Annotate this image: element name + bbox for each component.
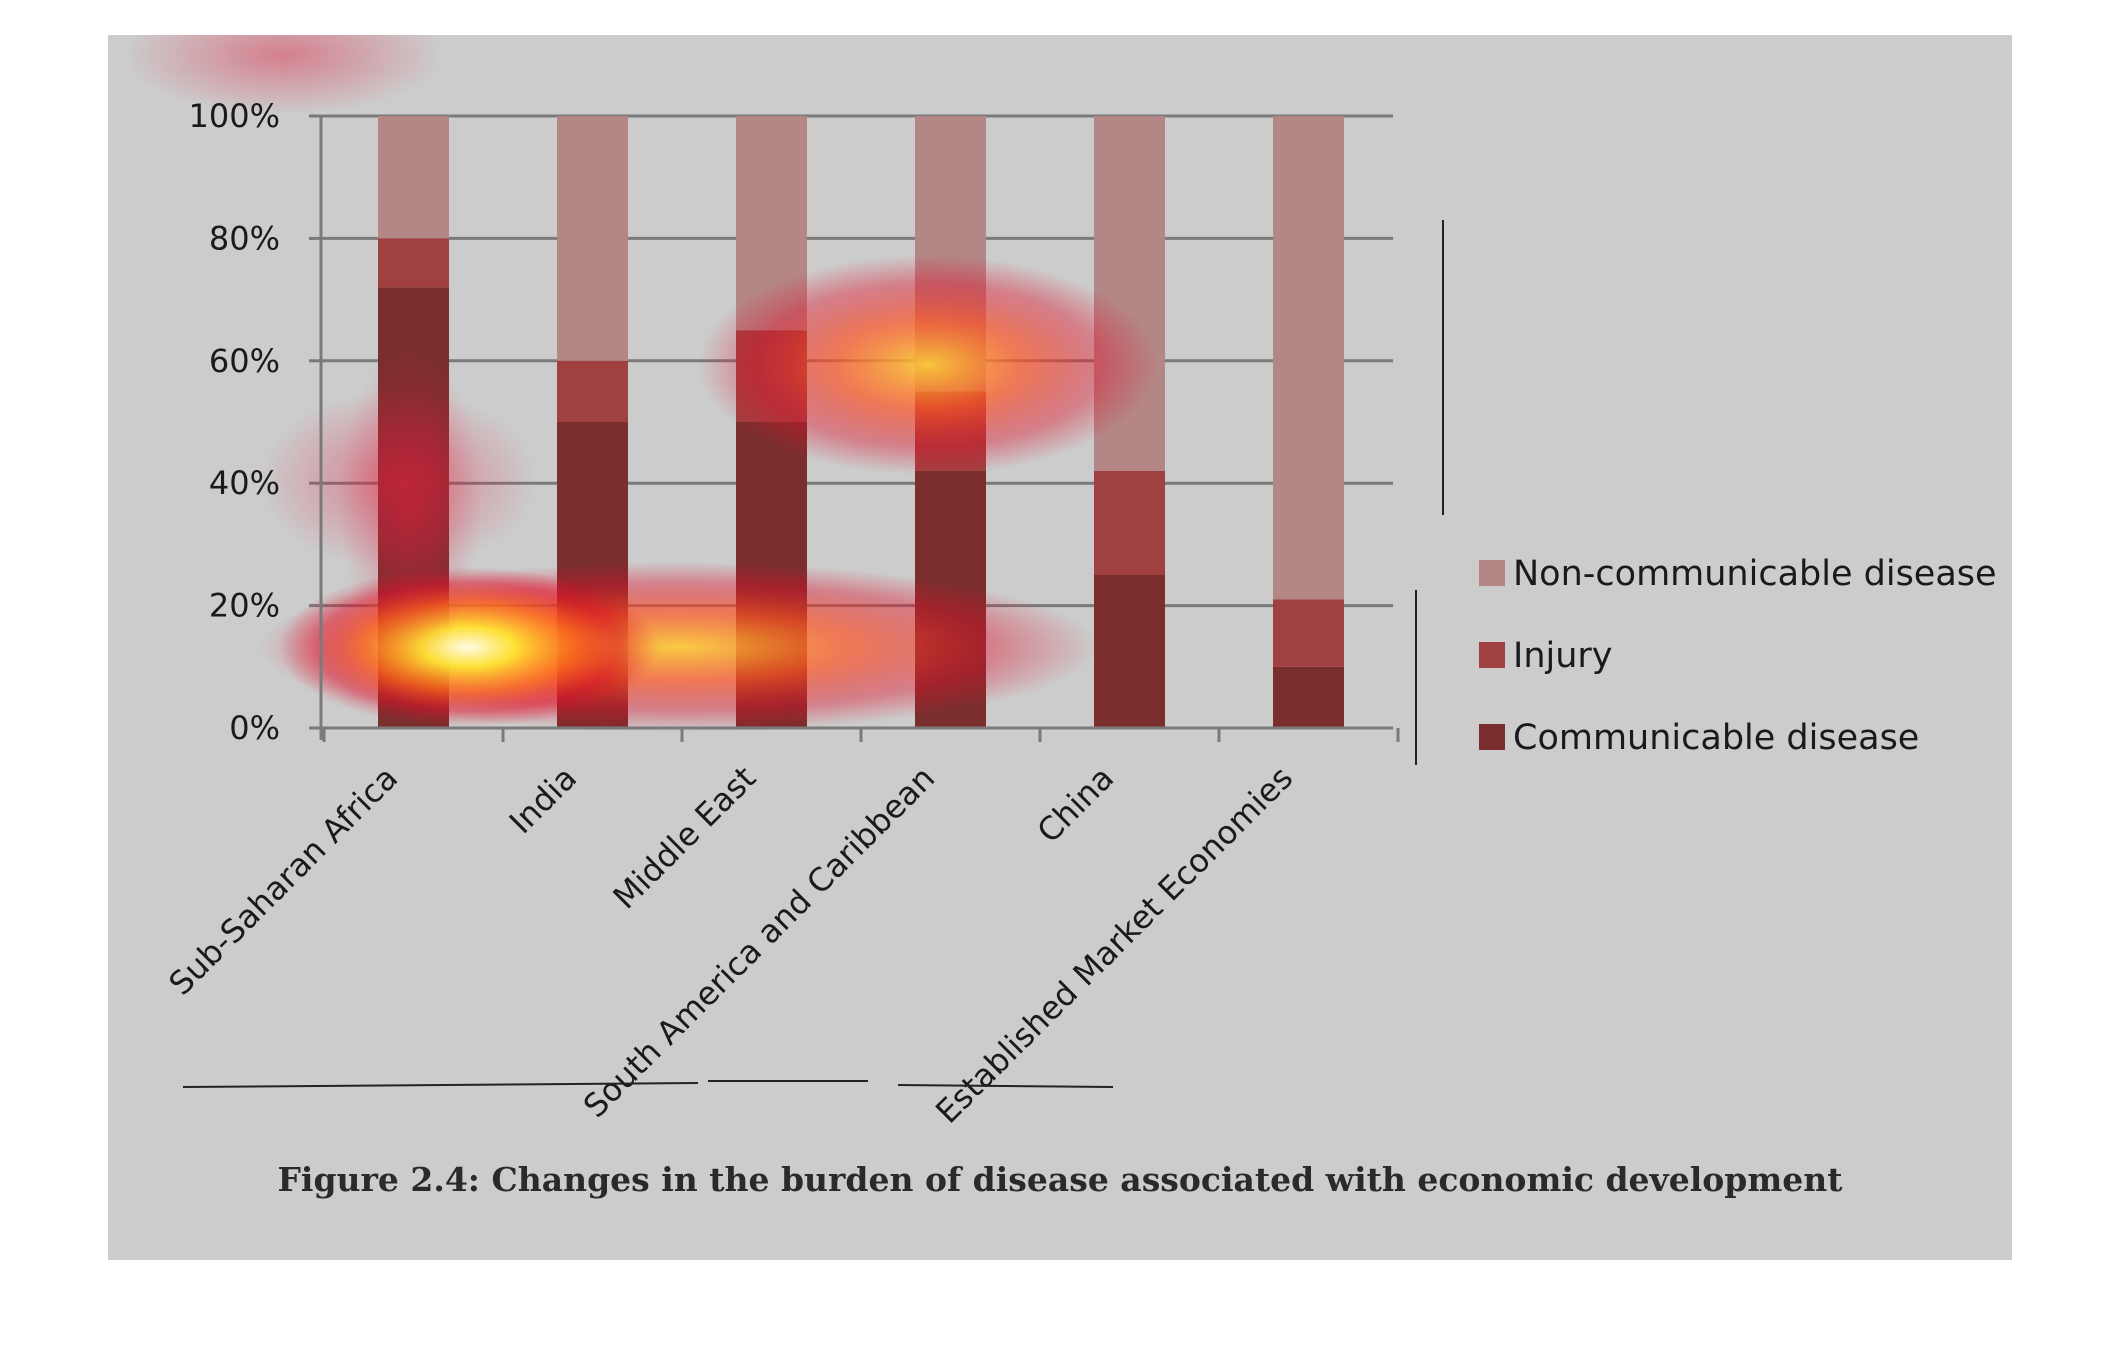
y-tick-label: 60%	[209, 342, 280, 380]
y-axis-tick-labels: 0% 20% 40% 60% 80% 100%	[189, 97, 280, 747]
bar-segment	[378, 116, 449, 239]
figure-panel: 0% 20% 40% 60% 80% 100% Sub-Saharan Africa Ind…	[108, 35, 2012, 1260]
y-tick-label: 40%	[209, 464, 280, 502]
legend-swatch	[1479, 642, 1505, 668]
bar-segment	[1094, 470, 1165, 575]
bar-segment	[1273, 599, 1344, 667]
legend-swatch	[1479, 560, 1505, 586]
bar-segment	[1273, 666, 1344, 728]
stacked-bar-chart: 0% 20% 40% 60% 80% 100% Sub-Saharan Africa Ind…	[123, 35, 1997, 1131]
y-tick-label: 20%	[209, 587, 280, 625]
decorative-strokes	[182, 220, 1444, 1088]
heatmap-overlay	[123, 35, 1158, 732]
figure-caption: Figure 2.4: Changes in the burden of dis…	[277, 1160, 1843, 1199]
legend-label: Non-communicable disease	[1513, 554, 1997, 594]
y-tick-label: 80%	[209, 219, 280, 257]
x-axis-category-labels: Sub-Saharan Africa India Middle EastSouth …	[161, 759, 1300, 1131]
x-category-label: Sub-Saharan Africa	[161, 759, 405, 1003]
y-tick-label: 0%	[229, 709, 280, 747]
heat-spot-top-corner	[123, 35, 443, 115]
x-category-label: China	[1030, 759, 1122, 851]
legend-label: Communicable disease	[1513, 718, 1919, 758]
bar-segment	[1094, 575, 1165, 728]
legend-swatch	[1479, 724, 1505, 750]
y-tick-label: 100%	[189, 97, 280, 135]
x-category-label: Middle East	[606, 759, 764, 917]
x-category-label: Established Market Economies	[928, 759, 1300, 1131]
bar-segment	[1273, 116, 1344, 600]
heat-spot-sub-saharan-column	[340, 345, 480, 665]
x-category-label: India	[502, 759, 584, 841]
axes-layer	[319, 116, 1400, 742]
legend-label: Injury	[1513, 636, 1613, 676]
bar-segment	[557, 360, 628, 422]
legend: Non-communicable disease Injury Communicab…	[1479, 554, 1997, 758]
x-category-label: South America and Caribbean	[576, 759, 942, 1125]
heat-spot-middle-east	[698, 255, 1158, 475]
bar-segment	[557, 116, 628, 361]
bar-segment	[378, 238, 449, 288]
